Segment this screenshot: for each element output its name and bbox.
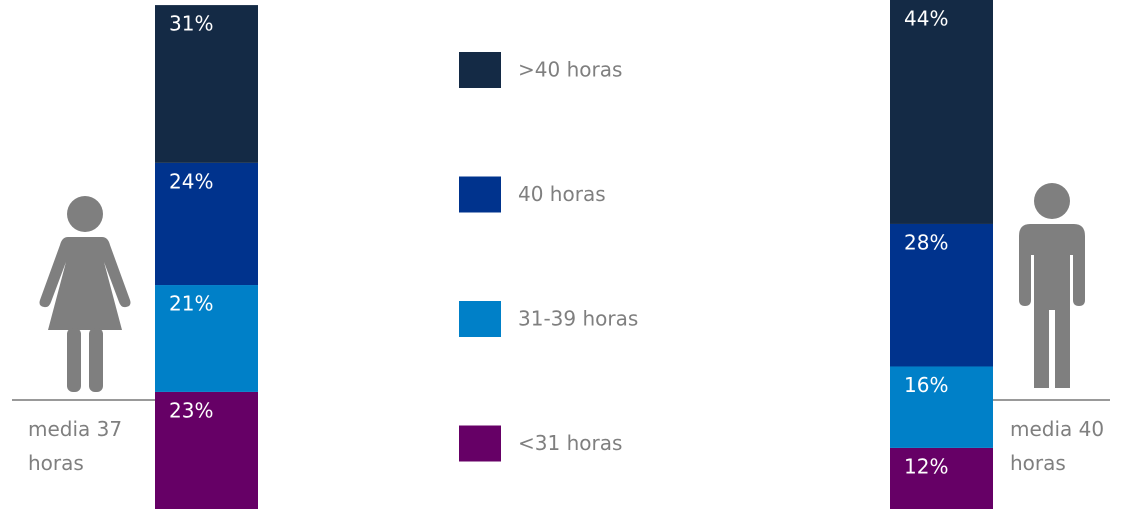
- bar-segment: [155, 391, 258, 509]
- value-label: 24%: [169, 169, 213, 193]
- bar-segment: [890, 366, 993, 448]
- legend-label: 31-39 horas: [518, 307, 638, 331]
- legend-label: >40 horas: [518, 58, 622, 82]
- value-label: 31%: [169, 12, 213, 36]
- bar-segment: [890, 447, 993, 509]
- value-label: 12%: [904, 454, 948, 478]
- value-label: 16%: [904, 373, 948, 397]
- bar-segment: [155, 162, 258, 286]
- legend-swatch: [459, 301, 501, 337]
- woman-icon: [39, 196, 131, 392]
- legend-label: <31 horas: [518, 431, 622, 455]
- legend-swatch: [459, 52, 501, 88]
- bar-segment: [890, 0, 993, 224]
- man-icon: [1019, 183, 1085, 388]
- value-label: 23%: [169, 398, 213, 422]
- legend-swatch: [459, 425, 501, 462]
- bar-segment: [155, 285, 258, 392]
- value-label: 21%: [169, 292, 213, 316]
- legend-label: 40 horas: [518, 182, 606, 206]
- annotation: media 40 horas: [1010, 417, 1105, 475]
- bar-segment: [155, 5, 258, 163]
- value-label: 28%: [904, 230, 948, 254]
- bar-segment: [890, 223, 993, 367]
- legend-swatch: [459, 176, 501, 213]
- annotation: media 37 horas: [28, 417, 123, 475]
- value-label: 44%: [904, 7, 948, 31]
